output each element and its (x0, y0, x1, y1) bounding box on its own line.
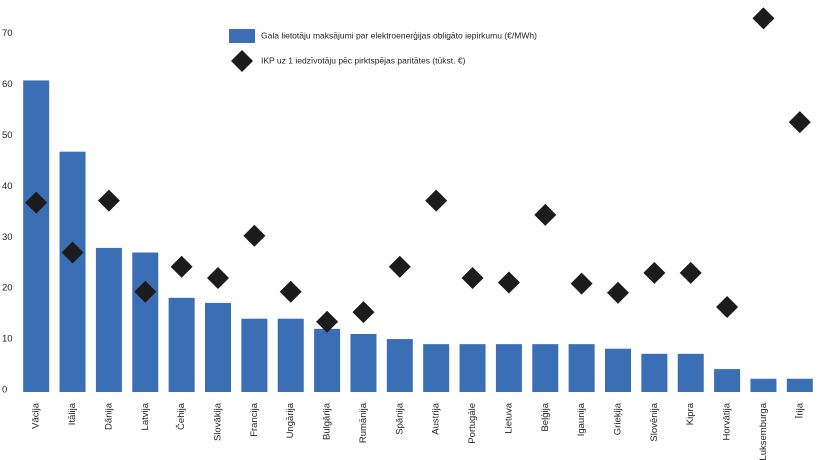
x-tick-label: Lietuva (503, 402, 514, 433)
diamond-marker (279, 280, 302, 303)
x-tick-label: Latvija (140, 402, 151, 430)
x-tick-label: Ungārija (285, 402, 296, 438)
y-tick-label: 20 (2, 283, 13, 294)
diamond-marker (752, 7, 775, 30)
x-tick-label: Čehija (176, 402, 187, 430)
diamond-marker (425, 189, 448, 212)
legend: Gala lietotāju maksājumi par elektroener… (229, 29, 537, 72)
diamond-marker (716, 295, 739, 318)
y-tick-label: 50 (2, 130, 13, 141)
x-tick-label: Grieķija (613, 402, 624, 435)
y-tick-label: 60 (2, 79, 13, 90)
x-tick-label: Dānija (103, 402, 114, 430)
diamond-marker (134, 280, 157, 303)
x-tick-label: Igaunija (576, 402, 587, 436)
bar (23, 80, 50, 392)
y-tick-label: 30 (2, 232, 13, 243)
bar (532, 344, 559, 392)
x-tick-label: Horvātija (722, 402, 733, 440)
x-tick-label: Francija (249, 402, 260, 437)
diamond-marker (461, 266, 484, 289)
bar (750, 378, 777, 392)
x-tick-label: Portugāle (467, 403, 478, 444)
bar (568, 344, 595, 392)
diamond-marker (607, 281, 629, 304)
x-tick-label: Slovākija (213, 402, 224, 441)
x-tick-label: Slovēnija (649, 402, 660, 441)
bar (168, 297, 195, 392)
x-tick-label: Īrija (794, 402, 805, 418)
bar (677, 353, 704, 392)
legend-label: Gala lietotāju maksājumi par elektroener… (261, 30, 537, 40)
bar (277, 318, 304, 392)
diamond-marker (570, 272, 593, 295)
bar (241, 318, 268, 392)
bar (95, 247, 122, 392)
diamond-marker (643, 261, 666, 284)
x-tick-label: Vācija (31, 402, 42, 429)
diamond-marker (97, 189, 120, 212)
legend-swatch-bar (229, 29, 255, 43)
diamond-marker (679, 261, 702, 284)
legend-swatch-diamond (231, 50, 253, 72)
diamond-marker (25, 191, 48, 214)
y-tick-label: 40 (2, 181, 13, 192)
diamond-marker (170, 255, 193, 278)
diamond-marker (497, 271, 520, 294)
bar (495, 344, 522, 392)
x-tick-label: Rumānija (358, 402, 369, 443)
bar (132, 252, 159, 392)
bar (605, 348, 631, 392)
diamond-marker (388, 255, 411, 278)
x-tick-label: Luksemburga (758, 402, 769, 460)
y-tick-label: 70 (2, 28, 13, 39)
x-tick-label: Bulgārija (322, 402, 333, 440)
bar (714, 369, 741, 392)
bar (386, 339, 413, 392)
bar (314, 328, 341, 392)
diamond-marker (788, 111, 811, 134)
y-tick-label: 10 (2, 334, 13, 345)
bar (786, 378, 813, 392)
bar (423, 344, 450, 392)
x-tick-label: Itālija (67, 402, 78, 425)
bar (59, 151, 86, 392)
diamond-marker (534, 203, 557, 226)
bar (641, 353, 668, 392)
x-tick-label: Spānija (394, 402, 405, 434)
x-tick-label: Austrija (431, 402, 442, 434)
y-tick-label: 0 (2, 385, 7, 396)
x-tick-label: Beļģija (540, 402, 551, 431)
bar (350, 333, 377, 392)
x-tick-label: Kipra (685, 402, 696, 425)
diamond-marker (316, 310, 339, 333)
diamond-marker (243, 224, 266, 247)
bar (205, 302, 231, 392)
diamond-marker (207, 266, 229, 289)
legend-label: IKP uz 1 iedzīvotāju pēc pirktspējas par… (261, 55, 466, 65)
diamond-marker (352, 301, 375, 324)
bar (459, 344, 486, 392)
diamond-marker (61, 241, 84, 264)
